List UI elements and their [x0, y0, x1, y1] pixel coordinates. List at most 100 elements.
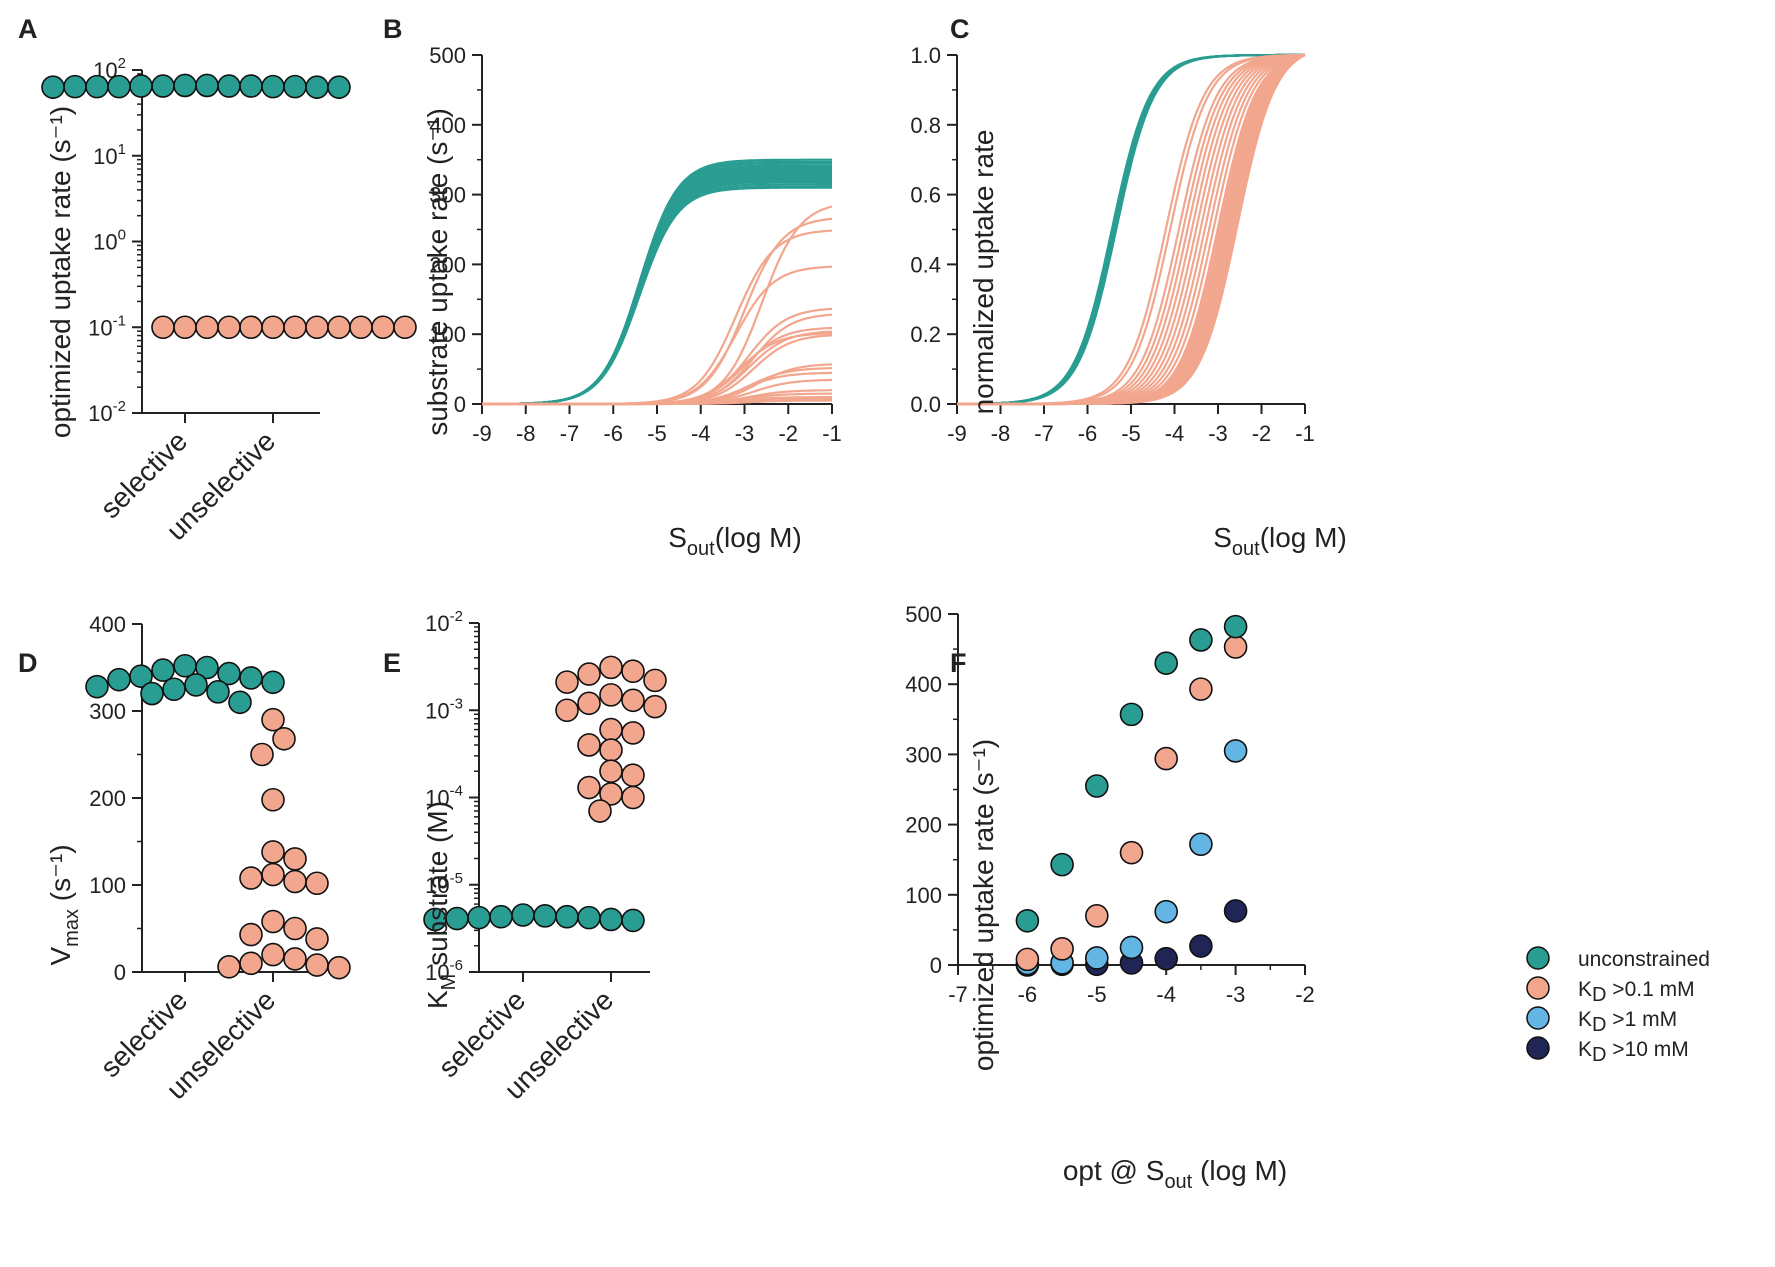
pD-point-selective [107, 667, 131, 692]
pB-xtick-label: -6 [603, 421, 623, 446]
pF-xtick-label: -3 [1226, 982, 1246, 1007]
pA-point-unselective [217, 315, 241, 340]
pD-point-selective [173, 653, 197, 678]
pB-curve-selective [482, 174, 832, 405]
pA-point-unselective [261, 315, 285, 340]
panel-f-xlabel-sub: out [1164, 1171, 1192, 1193]
pB-xtick-label: -4 [691, 421, 711, 446]
pF-point-light_blue [1223, 739, 1248, 763]
pA-point-unselective [239, 315, 263, 340]
pA-point-selective [151, 74, 175, 98]
pF-point-light_blue [1154, 899, 1178, 924]
pE-ytick-label: 10-4 [425, 783, 463, 811]
panel-b: 0 100 200 300 400 500 -9 -8 -7 -6 -5 -4 -3 -2 -1 [429, 43, 842, 446]
pD-point-selective [151, 658, 175, 682]
panel-b-xlabel: Sout(log M) [668, 522, 802, 560]
pB-curve-unselective [482, 399, 832, 406]
pA-point-unselective [173, 315, 197, 340]
pF-point-teal [1119, 702, 1144, 727]
pF-point-navy [1154, 946, 1178, 971]
pD-point-unselective [327, 955, 351, 980]
legend-marker-unconstrained [1526, 946, 1550, 970]
pB-curve-selective [482, 171, 832, 405]
pB-xtick-label: -7 [560, 421, 580, 446]
panel-label-e: E [383, 648, 401, 678]
legend-marker-kd-10 [1526, 1036, 1550, 1060]
pF-xtick-label: -6 [1018, 982, 1038, 1007]
pE-point-unselective [599, 759, 623, 784]
pF-xtick-label: -4 [1156, 982, 1176, 1007]
pE-ytick-label: 10-6 [425, 957, 463, 985]
pE-ytick-label: 10-5 [425, 870, 463, 898]
pC-curve-unselective [957, 54, 1306, 406]
panel-f-xlabel-pre: opt @ [1063, 1155, 1146, 1186]
pC-xtick-label: -1 [1295, 421, 1315, 446]
pA-point-selective [239, 74, 263, 98]
pD-point-selective [184, 673, 208, 697]
pF-point-salmon [1050, 937, 1074, 961]
pB-ytick-label: 400 [429, 113, 466, 138]
pA-point-selective [173, 73, 197, 98]
pE-ytick-label: 10-3 [425, 695, 463, 723]
pB-curve-selective [482, 183, 832, 405]
pB-curve-selective [482, 168, 832, 405]
pA-point-unselective [371, 315, 395, 340]
pD-point-unselective [261, 840, 285, 864]
pC-xtick-label: -2 [1252, 421, 1272, 446]
pA-point-selective [85, 74, 109, 99]
pB-xtick-label: -1 [822, 421, 842, 446]
pF-point-navy [1189, 934, 1213, 958]
pB-curve-selective [482, 162, 832, 405]
pD-point-selective [217, 661, 241, 686]
panel-c-ylabel: normalized uptake rate [968, 130, 999, 415]
pA-point-selective [283, 74, 307, 99]
legend-marker-kd-0-1 [1526, 976, 1550, 1000]
pD-point-selective [162, 677, 186, 702]
pB-ytick-label: 500 [429, 43, 466, 68]
pF-point-salmon [1154, 746, 1178, 771]
pA-ytick-label: 100 [93, 227, 126, 255]
pC-xtick-label: -7 [1034, 421, 1054, 446]
pB-curve-selective [482, 185, 832, 405]
pD-ytick-label: 400 [89, 612, 126, 637]
pC-xtick-label: -8 [991, 421, 1011, 446]
pD-point-unselective [305, 953, 329, 977]
pF-xtick-label: -2 [1295, 982, 1315, 1007]
pA-point-selective [195, 73, 219, 98]
pE-point-selective [423, 907, 447, 932]
pF-point-salmon [1189, 677, 1213, 701]
pB-ytick-label: 200 [429, 252, 466, 277]
pB-xtick-label: -9 [472, 421, 492, 446]
pF-ytick-label: 200 [905, 813, 942, 838]
pD-ytick-label: 300 [89, 699, 126, 724]
pD-point-selective [85, 674, 109, 699]
pB-xtick-label: -5 [647, 421, 667, 446]
pF-point-teal [1223, 614, 1248, 639]
pB-xtick-label: -3 [735, 421, 755, 446]
pB-xtick-label: -2 [778, 421, 798, 446]
pB-ytick-label: 100 [429, 322, 466, 347]
pD-ytick-label: 100 [89, 873, 126, 898]
pB-curve-selective [482, 160, 832, 405]
panel-b-ylabel: substrate uptake rate (s⁻¹) [422, 108, 453, 436]
pA-point-selective [41, 75, 65, 100]
pD-point-selective [261, 670, 285, 695]
pC-ytick-label: 0.6 [910, 183, 941, 208]
pD-point-unselective [261, 942, 285, 967]
pA-point-selective [261, 74, 285, 99]
panel-d-ylabel-main: V [45, 947, 76, 966]
pF-point-teal [1189, 628, 1213, 652]
panel-f-xlabel-rest: (log M) [1192, 1155, 1287, 1186]
pC-ytick-label: 0.8 [910, 113, 941, 138]
pF-point-light_blue [1119, 935, 1144, 960]
legend-label-kd-1: KD >1 mM [1578, 1008, 1677, 1036]
pD-point-unselective [261, 862, 285, 887]
pF-point-salmon [1015, 947, 1040, 972]
pA-point-unselective [305, 315, 329, 340]
pC-xtick-label: -9 [947, 421, 967, 446]
panel-f-xlabel: opt @ Sout (log M) [1063, 1155, 1287, 1193]
legend-marker-kd-1 [1526, 1006, 1550, 1030]
pE-point-selective [511, 903, 535, 927]
panel-e-ylabel-rest: substrate (M) [422, 801, 453, 974]
